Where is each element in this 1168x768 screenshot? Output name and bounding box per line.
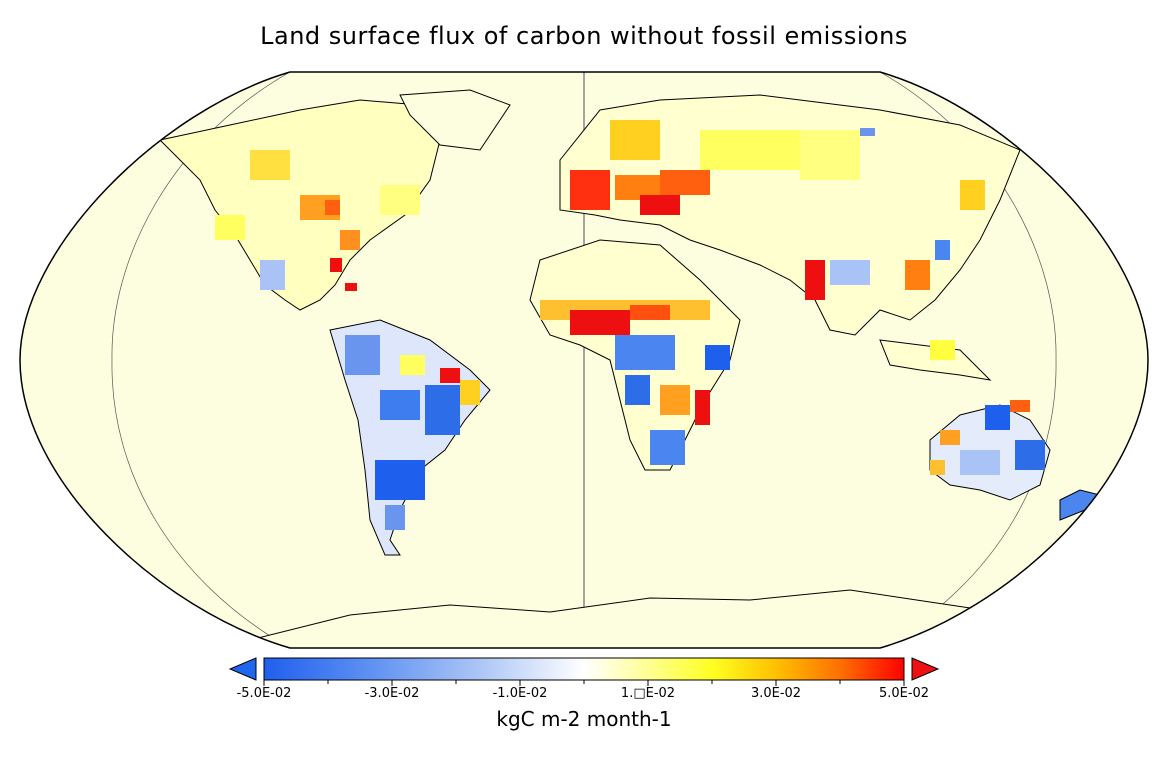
colorbar-units-label: kgC m-2 month-1 — [496, 707, 671, 731]
map-title: Land surface flux of carbon without foss… — [260, 22, 908, 50]
africa-land — [529, 239, 741, 471]
data-layer — [111, 72, 1101, 648]
south-america-land — [329, 319, 491, 556]
colorbar-tick-label: -5.0E-02 — [237, 686, 292, 701]
antarctica-land — [238, 589, 1061, 648]
colorbar-tick-label: -1.0E-02 — [493, 686, 548, 701]
colorbar-tick-label: 1.□E-02 — [621, 686, 675, 701]
colorbar-underflow-triangle — [228, 657, 257, 681]
greenland-land — [399, 89, 511, 151]
north-america-land — [158, 99, 441, 311]
colorbar-gradient — [263, 657, 905, 681]
eurasia-land — [559, 94, 1021, 336]
colorbar: -5.0E-02 -3.0E-02 -1.0E-02 1.□E-02 3.0E-… — [228, 657, 940, 731]
australia-land — [929, 400, 1051, 501]
globe-outline — [19, 71, 1149, 649]
borneo-patch — [930, 340, 955, 360]
colorbar-tick-label: 5.0E-02 — [879, 686, 929, 701]
colorbar-overflow-triangle — [911, 657, 940, 681]
colorbar-tick-label: -3.0E-02 — [365, 686, 420, 701]
colorbar-tick-label: 3.0E-02 — [751, 686, 801, 701]
colorbar-tick-marks — [263, 680, 905, 686]
